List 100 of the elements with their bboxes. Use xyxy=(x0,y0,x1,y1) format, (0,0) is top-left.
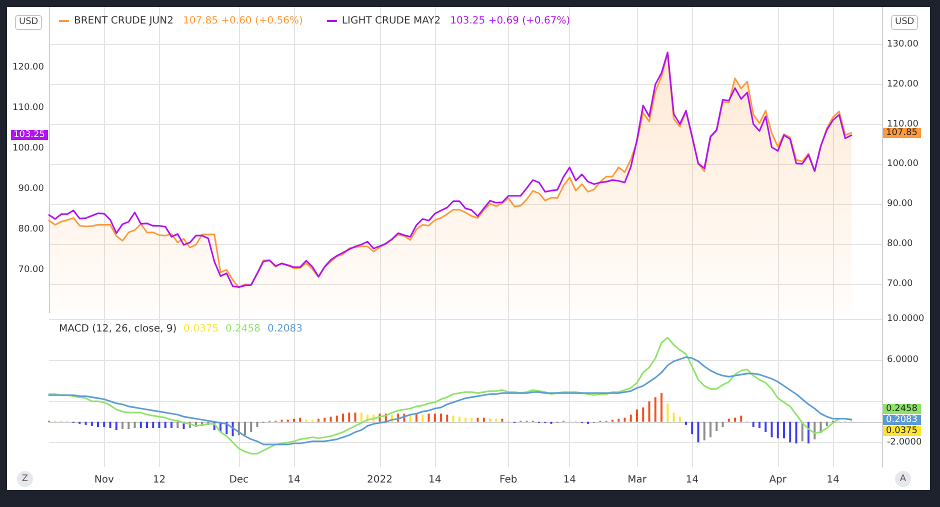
bar xyxy=(795,422,798,444)
bar xyxy=(458,416,460,422)
bar xyxy=(697,422,700,442)
text: 0.2458 xyxy=(883,404,920,414)
bar xyxy=(244,422,246,436)
bar xyxy=(342,414,344,422)
x-tick-label: 2022 xyxy=(367,474,392,486)
bar xyxy=(109,422,112,428)
bar xyxy=(140,422,142,428)
y-tick-label: 10.0000 xyxy=(887,314,924,324)
bar xyxy=(501,418,504,422)
x-tick-label: 14 xyxy=(686,474,698,486)
bar xyxy=(146,422,148,428)
bar xyxy=(330,416,332,422)
bar xyxy=(789,422,792,442)
bar xyxy=(672,412,675,422)
x-tick-label: 14 xyxy=(563,474,576,486)
bar xyxy=(678,416,681,422)
bar xyxy=(758,422,760,428)
text: 103.25 xyxy=(10,130,48,140)
bar xyxy=(624,418,626,422)
bar xyxy=(428,414,430,422)
bar xyxy=(176,422,179,428)
bar xyxy=(336,416,338,422)
y-tick-label: 90.00 xyxy=(18,184,44,194)
bar xyxy=(293,418,295,422)
bar xyxy=(90,422,93,426)
bar xyxy=(776,422,779,438)
line-series xyxy=(48,336,852,454)
bar xyxy=(299,418,302,422)
round-button: Z xyxy=(17,471,33,487)
bar xyxy=(722,422,724,427)
x-tick-label: 12 xyxy=(152,474,166,486)
bar xyxy=(734,418,736,422)
text: 0.0375 xyxy=(883,426,920,436)
bar xyxy=(470,418,473,422)
y-tick-label: -2.0000 xyxy=(887,437,922,448)
y-tick-label: 110.00 xyxy=(12,102,44,113)
x-tick-label: Dec xyxy=(229,474,249,486)
y-tick-label: 6.0000 xyxy=(887,355,919,366)
bar xyxy=(158,422,160,428)
bar xyxy=(170,422,172,428)
bar xyxy=(122,422,124,430)
bar xyxy=(164,422,166,428)
x-tick-label: 14 xyxy=(826,474,840,486)
annotation: 0.0375 xyxy=(184,324,219,334)
bar xyxy=(434,414,436,422)
bar xyxy=(618,418,620,422)
y2-axis-title: USD xyxy=(891,15,918,30)
y-tick-label: 70.00 xyxy=(18,265,44,276)
x-tick-label: 14 xyxy=(428,474,442,486)
bar xyxy=(348,412,350,422)
x-tick-label: 14 xyxy=(288,474,300,486)
y2-tick-label: 130.00 xyxy=(887,40,919,50)
bar xyxy=(482,418,485,422)
line-series xyxy=(48,356,852,446)
legend-label: LIGHT CRUDE MAY2 xyxy=(342,16,441,26)
bar xyxy=(476,418,479,422)
bar xyxy=(716,422,718,432)
annotation: 0.2083 xyxy=(267,324,302,334)
bar xyxy=(422,414,424,422)
text: MACD (12, 26, close, 9) xyxy=(59,324,177,334)
text: 107.85 xyxy=(883,128,920,138)
annotation: 107.85 +0.60 (+0.56%) xyxy=(182,16,304,26)
bar xyxy=(654,397,656,422)
bar xyxy=(826,422,828,426)
bar xyxy=(495,418,498,422)
bar xyxy=(452,416,454,422)
bar xyxy=(152,422,154,428)
y-tick-label: 80.00 xyxy=(18,224,44,235)
bar xyxy=(728,418,730,422)
bar xyxy=(318,418,320,422)
bar xyxy=(630,414,632,422)
bar xyxy=(648,401,650,422)
annotation: 0.2458 xyxy=(226,324,261,334)
bar xyxy=(97,422,99,427)
x-tick-label: Feb xyxy=(500,474,518,486)
y-axis-title: USD xyxy=(15,15,42,30)
bar xyxy=(256,422,258,427)
bar xyxy=(440,414,442,422)
y-tick-label: 120.00 xyxy=(12,62,44,72)
y-tick-label: 100.00 xyxy=(12,143,44,154)
bar xyxy=(770,422,773,438)
text: 0.2083 xyxy=(883,415,920,426)
bar xyxy=(128,422,130,430)
bar xyxy=(115,422,118,430)
bar xyxy=(134,422,136,428)
bar xyxy=(660,393,662,422)
bar xyxy=(250,422,252,432)
bar xyxy=(666,403,669,422)
bar xyxy=(642,407,644,422)
bar xyxy=(783,422,785,438)
bar xyxy=(691,422,694,434)
bar xyxy=(464,418,466,422)
bar xyxy=(446,414,448,422)
bar xyxy=(710,422,712,438)
bar xyxy=(740,416,742,422)
bar xyxy=(703,422,706,440)
bar xyxy=(636,410,638,422)
bar xyxy=(84,422,87,425)
